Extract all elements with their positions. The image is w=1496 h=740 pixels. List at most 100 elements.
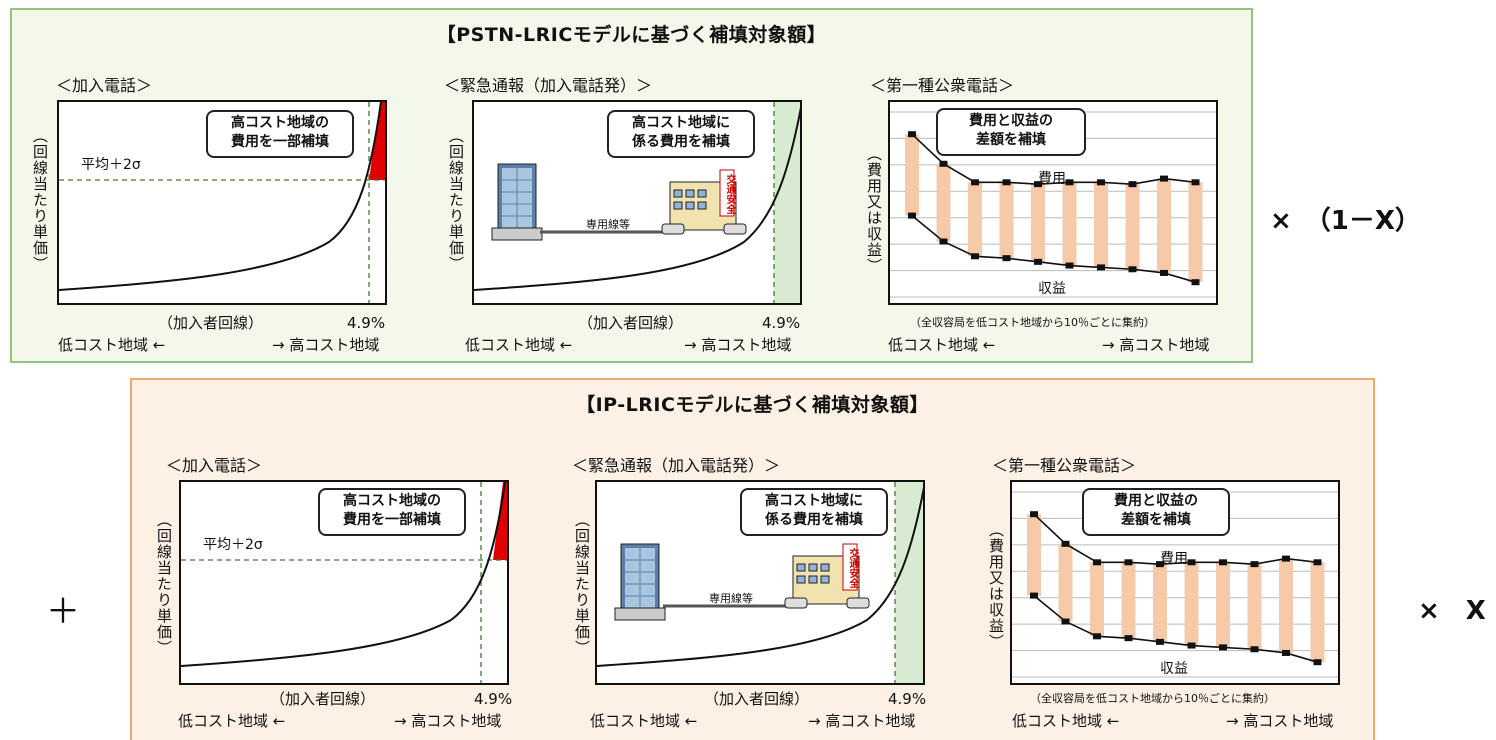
revenue-point	[1030, 592, 1038, 599]
revenue-line	[911, 214, 1196, 283]
cost-curve	[474, 107, 800, 291]
pstn-emergency-high: → 高コスト地域	[684, 336, 792, 354]
callout-line-2: 係る費用を補填	[765, 512, 863, 528]
revenue-point	[1128, 266, 1137, 273]
revenue-point	[1250, 646, 1259, 653]
office-tower-icon	[491, 163, 543, 241]
revenue-point	[1124, 635, 1133, 642]
cost-point	[1097, 179, 1105, 186]
callout-line-1: 高コスト地域に	[632, 115, 730, 131]
ip-subscriber-heading: ＜加入電話＞	[166, 456, 263, 475]
emergency-svg	[597, 482, 923, 683]
cost-point	[1093, 559, 1101, 566]
cost-point	[1187, 559, 1196, 566]
cost-curve	[59, 102, 382, 291]
ip-subscriber-high: → 高コスト地域	[394, 712, 502, 730]
pstn-emergency-ylabel: （回線当たり単価）	[447, 128, 465, 272]
gap-band	[1058, 543, 1073, 622]
pstn-payphone-ylabel: （費用又は収益）	[865, 146, 883, 274]
cost-point	[1002, 179, 1011, 186]
cost-point	[1065, 179, 1074, 186]
revenue-point	[1034, 258, 1042, 265]
average-label: 平均＋2σ	[203, 537, 263, 553]
pstn-subscriber-high: → 高コスト地域	[272, 336, 380, 354]
cost-point	[1030, 511, 1038, 518]
cost-point	[1282, 555, 1290, 562]
ip-emergency-threshold: 4.9%	[888, 690, 927, 708]
gap-band	[1279, 558, 1293, 653]
callout-line-1: 高コスト地域の	[343, 493, 441, 509]
gap-band	[999, 182, 1014, 259]
gap-band	[1121, 562, 1136, 639]
ip-subscriber-xlabel: （加入者回線）	[270, 690, 376, 708]
revenue-point	[1313, 659, 1322, 666]
cost-curve	[181, 482, 506, 667]
gap-band	[1062, 182, 1077, 266]
cost-point	[1061, 540, 1070, 547]
gap-band	[1094, 182, 1108, 268]
dedicated-line-label: 専用線等	[709, 592, 753, 605]
revenue-point	[1065, 262, 1074, 269]
dedicated-line-label: 専用線等	[586, 218, 630, 231]
revenue-label: 収益	[1038, 281, 1066, 297]
gap-band	[1247, 564, 1262, 650]
cost-point	[1034, 181, 1042, 188]
pstn-subscriber-chart: 平均＋2σ 高コスト地域の 費用を一部補填	[57, 100, 387, 305]
callout-line-1: 費用と収益の	[1114, 493, 1198, 509]
cost-point	[1313, 559, 1322, 566]
callout-line-2: 差額を補填	[1121, 512, 1191, 528]
callout-line-2: 費用を一部補填	[343, 512, 441, 528]
cost-point	[1250, 561, 1259, 568]
ip-payphone-heading: ＜第一種公衆電話＞	[992, 456, 1137, 475]
sign-text: 交通安全	[847, 548, 858, 588]
cost-point	[1191, 179, 1200, 186]
sign-text: 交通安全	[724, 174, 735, 214]
gap-band	[1153, 564, 1167, 642]
pstn-subscriber-heading: ＜加入電話＞	[56, 76, 153, 95]
ip-subscriber-ylabel: （回線当たり単価）	[155, 512, 173, 656]
ip-panel: 【IP-LRICモデルに基づく補填対象額】 ＜加入電話＞ （回線当たり単価） 平…	[130, 378, 1375, 740]
ip-subscriber-chart: 平均＋2σ 高コスト地域の 費用を一部補填	[179, 480, 509, 685]
subscriber-curve-svg	[181, 482, 507, 683]
cost-point	[939, 160, 948, 167]
callout-line-2: 差額を補填	[976, 132, 1046, 148]
pstn-payphone-high: → 高コスト地域	[1102, 336, 1210, 354]
revenue-point	[971, 253, 979, 260]
cost-point	[908, 131, 916, 138]
pstn-emergency-chart: 交通安全 専用線等 高コスト地域に 係る費用を補填	[472, 100, 802, 305]
pstn-subscriber-xlabel: （加入者回線）	[158, 314, 264, 332]
payphone-svg	[890, 111, 1216, 298]
gap-band	[1027, 514, 1041, 596]
ip-title: 【IP-LRICモデルに基づく補填対象額】	[576, 394, 929, 416]
gap-band	[1125, 184, 1140, 270]
revenue-point	[1093, 633, 1101, 640]
ip-payphone-high: → 高コスト地域	[1226, 712, 1334, 730]
ip-emergency-low: 低コスト地域 ←	[590, 712, 698, 730]
pstn-subscriber-ylabel: （回線当たり単価）	[31, 128, 49, 272]
payphone-callout: 費用と収益の 差額を補填	[1082, 488, 1230, 536]
revenue-point	[1187, 642, 1196, 649]
subscriber-callout: 高コスト地域の 費用を一部補填	[206, 110, 354, 158]
cost-point	[1219, 559, 1227, 566]
callout-line-1: 費用と収益の	[969, 113, 1053, 129]
cost-point	[971, 179, 979, 186]
pstn-subscriber-low: 低コスト地域 ←	[58, 336, 166, 354]
pstn-emergency-threshold: 4.9%	[762, 314, 801, 332]
pstn-payphone-note: （全収容局を低コスト地域から10％ごとに集約）	[910, 316, 1155, 329]
ip-payphone-note: （全収容局を低コスト地域から10％ごとに集約）	[1030, 692, 1275, 705]
gap-band	[1184, 562, 1199, 646]
gap-band	[968, 182, 982, 257]
callout-line-2: 係る費用を補填	[632, 134, 730, 150]
revenue-point	[939, 238, 948, 245]
payphone-callout: 費用と収益の 差額を補填	[936, 108, 1086, 156]
gap-band	[1310, 562, 1325, 663]
subsidy-area	[895, 482, 923, 683]
revenue-point	[1160, 269, 1168, 276]
cost-point	[1128, 181, 1137, 188]
gap-band	[936, 163, 951, 242]
cost-label: 費用	[1038, 171, 1066, 187]
payphone-svg	[1012, 491, 1338, 678]
cost-curve	[597, 487, 923, 667]
revenue-point	[1282, 649, 1290, 656]
revenue-label: 収益	[1160, 661, 1188, 677]
